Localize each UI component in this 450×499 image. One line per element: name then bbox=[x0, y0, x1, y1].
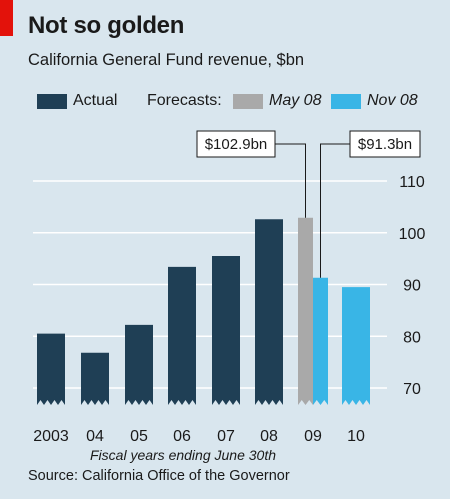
legend-label-forecasts: Forecasts: bbox=[147, 92, 222, 109]
y-tick-label: 100 bbox=[399, 226, 426, 243]
x-tick-label: 05 bbox=[130, 428, 148, 445]
y-tick-label: 90 bbox=[403, 278, 421, 295]
bar-08 bbox=[255, 219, 283, 405]
chart-title: Not so golden bbox=[28, 12, 185, 39]
annotation-label: $102.9bn bbox=[205, 136, 268, 153]
x-tick-label: 08 bbox=[260, 428, 278, 445]
y-tick-label: 70 bbox=[403, 381, 421, 398]
legend-may08: May 08 bbox=[233, 89, 321, 113]
bar-05 bbox=[125, 324, 153, 405]
x-tick-label: 10 bbox=[347, 428, 365, 445]
legend-forecasts: Forecasts: bbox=[147, 89, 222, 113]
legend-label-nov08: Nov 08 bbox=[367, 92, 418, 109]
legend-label-may08: May 08 bbox=[269, 92, 322, 109]
legend-swatch-nov08 bbox=[331, 93, 361, 109]
x-tick-label: 04 bbox=[86, 428, 104, 445]
bar-10 bbox=[342, 287, 370, 405]
source-note: Source: California Office of the Governo… bbox=[28, 468, 290, 484]
bar-04 bbox=[81, 352, 109, 405]
annotation-box bbox=[349, 130, 421, 158]
chart-subtitle: California General Fund revenue, $bn bbox=[28, 51, 305, 69]
legend-swatch-may08 bbox=[233, 93, 263, 109]
legend-nov08: Nov 08 bbox=[331, 89, 418, 113]
y-tick-label: 80 bbox=[403, 329, 421, 346]
bar-2003 bbox=[37, 333, 65, 405]
annotation-leader bbox=[320, 143, 350, 278]
legend-actual: Actual bbox=[37, 89, 117, 113]
bar-09-may-08 bbox=[298, 217, 313, 405]
x-tick-label: 2003 bbox=[33, 428, 69, 445]
brand-red-tag bbox=[0, 0, 13, 36]
annotation-leader bbox=[275, 143, 306, 218]
bar-06 bbox=[168, 266, 196, 405]
x-tick-label: 07 bbox=[217, 428, 235, 445]
bar-09-nov-08 bbox=[313, 277, 328, 405]
x-axis-title: Fiscal years ending June 30th bbox=[90, 447, 276, 463]
bar-07 bbox=[212, 256, 240, 405]
legend-label-actual: Actual bbox=[73, 92, 118, 109]
annotation-box bbox=[196, 130, 276, 158]
annotation-label: $91.3bn bbox=[358, 136, 412, 153]
x-tick-label: 06 bbox=[173, 428, 191, 445]
y-tick-label: 110 bbox=[399, 174, 425, 191]
x-tick-label: 09 bbox=[304, 428, 322, 445]
legend-swatch-actual bbox=[37, 93, 67, 109]
